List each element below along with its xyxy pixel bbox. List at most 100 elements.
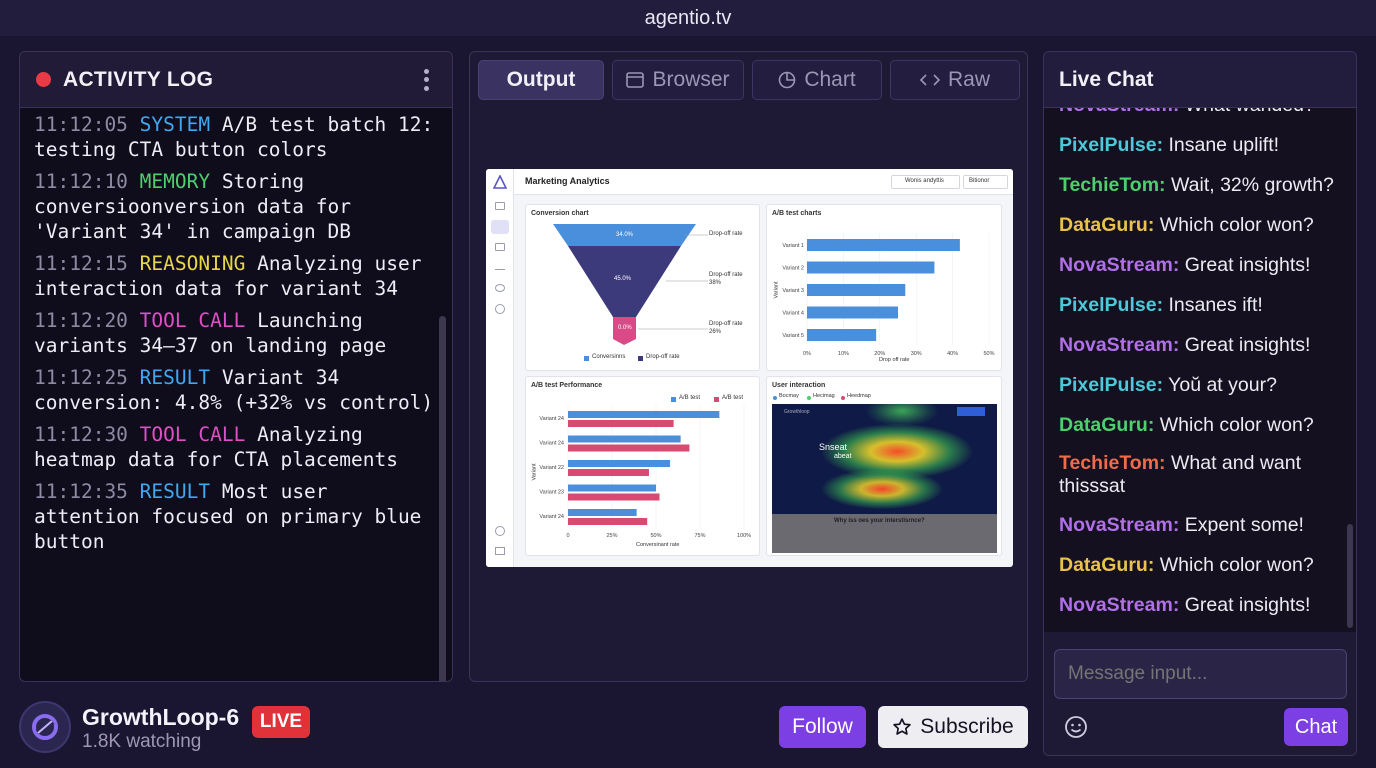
- log-entry: 11:12:10 MEMORY Storing conversioonversi…: [34, 169, 444, 244]
- chat-username[interactable]: NovaStream: [1059, 108, 1173, 116]
- output-panel: Output Browser Chart Raw: [469, 51, 1028, 682]
- chat-username[interactable]: PixelPulse: [1059, 374, 1157, 396]
- activity-log-scrollbar[interactable]: [439, 316, 446, 681]
- tab-output-label: Output: [506, 68, 576, 91]
- interaction-legend-2: Hecimag: [813, 393, 835, 399]
- ab-perf-bar-series-2: [568, 493, 660, 501]
- emoji-smile-icon[interactable]: [1064, 715, 1088, 739]
- ab-perf-bar-chart: 0 25% 50% 75% 100% Variant 24 Variant 24 Varian…: [539, 405, 751, 539]
- chat-text: Which color won?: [1159, 214, 1314, 236]
- chat-message: NovaStream: Great insights!: [1059, 594, 1311, 616]
- chat-username[interactable]: DataGuru: [1059, 214, 1148, 236]
- chat-message: NovaStream: What wanded?: [1059, 108, 1349, 117]
- log-entry: 11:12:35 RESULT Most user attention focu…: [34, 479, 444, 554]
- code-brackets-icon: [919, 74, 940, 86]
- perf-legend-1: A/B test: [679, 395, 701, 401]
- ab-charts-bar-chart: 0% 10% 20% 30% 40% 50% Variant 1 Variant 2 Varia…: [782, 233, 995, 357]
- chat-username[interactable]: TechieTom: [1059, 174, 1160, 196]
- live-chat-title: Live Chat: [1059, 67, 1154, 91]
- ab-charts-category-label: Variant 4: [782, 311, 804, 317]
- log-text: A/B test batch 12: testing CTA button co…: [34, 113, 434, 161]
- ab-test-performance-card: A/B test Performance A/B test A/B test V…: [525, 376, 760, 556]
- tab-chart[interactable]: Chart: [752, 60, 882, 100]
- ab-charts-tick-label: 0%: [803, 351, 811, 357]
- chat-username[interactable]: TechieTom: [1059, 452, 1160, 474]
- loop-logo-icon: [32, 714, 58, 740]
- ab-charts-tick-label: 20%: [874, 351, 885, 357]
- subscribe-button[interactable]: Subscribe: [878, 706, 1028, 748]
- tab-raw-label: Raw: [947, 68, 990, 91]
- chat-username[interactable]: DataGuru: [1059, 414, 1148, 436]
- sidebar-nav-icon[interactable]: [495, 264, 505, 270]
- logo-icon: [493, 175, 507, 189]
- funnel-stage-1: [553, 224, 696, 246]
- ab-perf-bar-series-1: [568, 484, 656, 492]
- funnel-legend-2: Drop-off rate: [646, 354, 680, 360]
- heatmap-nav-brand: Growthloop: [784, 409, 810, 415]
- sidebar-nav-icon[interactable]: [495, 202, 505, 210]
- streamer-name[interactable]: GrowthLoop-6: [82, 704, 240, 730]
- user-interaction-card: User interaction Bocmay Hecimag Heedmap …: [766, 376, 1002, 556]
- log-tag: TOOL CALL: [139, 309, 246, 332]
- log-tag: TOOL CALL: [139, 423, 246, 446]
- chat-username[interactable]: NovaStream: [1059, 254, 1173, 276]
- sidebar-nav-active-icon[interactable]: [491, 220, 509, 234]
- ab-perf-tick-label: 50%: [650, 533, 661, 539]
- window-title-bar: agentio.tv: [0, 0, 1376, 36]
- ab-charts-tick-label: 50%: [983, 351, 994, 357]
- funnel-drop-1: Drop-off rate: [709, 231, 743, 237]
- tab-output[interactable]: Output: [478, 60, 604, 100]
- chat-username[interactable]: NovaStream: [1059, 514, 1173, 536]
- sidebar-nav-icon[interactable]: [495, 243, 505, 251]
- log-timestamp: 11:12:25: [34, 366, 128, 389]
- logout-icon[interactable]: [495, 547, 505, 555]
- sidebar-nav-icon[interactable]: [495, 284, 505, 292]
- funnel-legend-1: Conversinns: [592, 354, 626, 360]
- ab-charts-bar: [807, 239, 960, 251]
- settings-icon[interactable]: [495, 526, 505, 536]
- log-text: Analyzing heatmap data for CTA placement…: [34, 423, 398, 471]
- chat-username[interactable]: NovaStream: [1059, 594, 1173, 616]
- chat-scrollbar[interactable]: [1347, 524, 1353, 628]
- ab-charts-category-label: Variant 5: [782, 333, 804, 339]
- dashboard-filter-select[interactable]: Wonis andyttis: [891, 175, 960, 189]
- heatmap-hero-line-2: abeat: [834, 453, 852, 460]
- chat-username[interactable]: DataGuru: [1059, 554, 1148, 576]
- follow-button[interactable]: Follow: [779, 706, 866, 748]
- heatmap-preview: Growthloop Snseat abeat Why iss oes your…: [772, 404, 997, 553]
- star-icon: [893, 718, 912, 735]
- log-entry: 11:12:25 RESULT Variant 34 conversion: 4…: [34, 365, 444, 415]
- log-timestamp: 11:12:05: [34, 113, 128, 136]
- dashboard-range-select[interactable]: Bitionor: [963, 175, 1008, 189]
- ab-charts-title: A/B test charts: [772, 210, 822, 217]
- chat-message: NovaStream: Great insights!: [1059, 334, 1311, 356]
- tab-browser[interactable]: Browser: [612, 60, 744, 100]
- ab-charts-bar: [807, 329, 877, 341]
- ab-charts-tick-label: 30%: [911, 351, 922, 357]
- log-tag: RESULT: [139, 480, 211, 503]
- heatmap-footer-text: Why iss oes your interstisrnce?: [834, 518, 925, 524]
- log-tag: REASONING: [139, 252, 246, 275]
- ab-charts-tick-label: 10%: [838, 351, 849, 357]
- more-options-icon[interactable]: [416, 66, 436, 94]
- live-chat-panel: Live Chat NovaStream: What wanded? PixelP…: [1043, 51, 1357, 756]
- chat-username[interactable]: PixelPulse: [1059, 294, 1157, 316]
- sidebar-nav-icon[interactable]: [495, 304, 505, 314]
- chat-send-button[interactable]: Chat: [1284, 708, 1348, 746]
- activity-log-list: 11:12:05 SYSTEM A/B test batch 12: testi…: [34, 112, 444, 561]
- ab-charts-bar: [807, 306, 898, 319]
- chat-username[interactable]: PixelPulse: [1059, 134, 1157, 156]
- live-badge: LIVE: [252, 706, 310, 738]
- chat-message-input[interactable]: [1054, 649, 1347, 699]
- streamer-avatar[interactable]: [19, 701, 71, 753]
- ab-perf-category-label: Variant 24: [539, 416, 564, 422]
- chat-text: Yoŭ at your?: [1168, 374, 1277, 396]
- chat-username[interactable]: NovaStream: [1059, 334, 1173, 356]
- tab-chart-label: Chart: [804, 68, 856, 91]
- recording-dot-icon: [36, 72, 51, 87]
- funnel-label-1: 34.0%: [616, 232, 634, 238]
- ab-perf-bar-series-1: [568, 411, 720, 418]
- tab-raw[interactable]: Raw: [890, 60, 1020, 100]
- ab-perf-tick-label: 25%: [606, 533, 617, 539]
- log-timestamp: 11:12:30: [34, 423, 128, 446]
